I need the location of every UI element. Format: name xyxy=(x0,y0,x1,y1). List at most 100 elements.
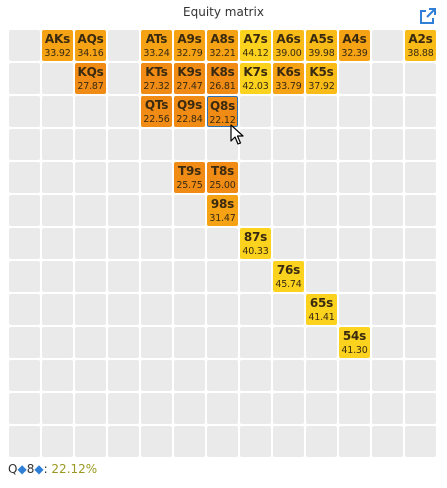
matrix-cell-empty[interactable] xyxy=(9,96,40,127)
matrix-cell-empty[interactable] xyxy=(339,129,370,160)
matrix-cell-empty[interactable] xyxy=(9,129,40,160)
matrix-cell-empty[interactable] xyxy=(174,327,205,358)
matrix-cell-q8s[interactable]: Q8s 22.12 xyxy=(207,96,238,127)
matrix-cell-empty[interactable] xyxy=(75,393,106,424)
matrix-cell-empty[interactable] xyxy=(339,162,370,193)
matrix-cell-empty[interactable] xyxy=(405,63,436,94)
matrix-cell-empty[interactable] xyxy=(306,360,337,391)
matrix-cell-empty[interactable] xyxy=(9,195,40,226)
matrix-cell-kqs[interactable]: KQs 27.87 xyxy=(75,63,106,94)
matrix-cell-a6s[interactable]: A6s 39.00 xyxy=(273,30,304,61)
matrix-cell-empty[interactable] xyxy=(9,162,40,193)
matrix-cell-empty[interactable] xyxy=(174,261,205,292)
matrix-cell-t8s[interactable]: T8s 25.00 xyxy=(207,162,238,193)
matrix-cell-k7s[interactable]: K7s 42.03 xyxy=(240,63,271,94)
matrix-cell-empty[interactable] xyxy=(240,327,271,358)
matrix-cell-empty[interactable] xyxy=(405,129,436,160)
matrix-cell-empty[interactable] xyxy=(141,360,172,391)
matrix-cell-empty[interactable] xyxy=(108,129,139,160)
matrix-cell-empty[interactable] xyxy=(141,195,172,226)
matrix-cell-empty[interactable] xyxy=(273,360,304,391)
matrix-cell-empty[interactable] xyxy=(9,228,40,259)
matrix-cell-empty[interactable] xyxy=(42,294,73,325)
matrix-cell-76s[interactable]: 76s 45.74 xyxy=(273,261,304,292)
matrix-cell-empty[interactable] xyxy=(240,261,271,292)
matrix-cell-empty[interactable] xyxy=(306,96,337,127)
matrix-cell-empty[interactable] xyxy=(42,261,73,292)
matrix-cell-empty[interactable] xyxy=(42,360,73,391)
matrix-cell-empty[interactable] xyxy=(42,426,73,457)
matrix-cell-empty[interactable] xyxy=(240,129,271,160)
matrix-cell-empty[interactable] xyxy=(372,228,403,259)
matrix-cell-empty[interactable] xyxy=(42,96,73,127)
matrix-cell-empty[interactable] xyxy=(339,294,370,325)
matrix-cell-empty[interactable] xyxy=(9,30,40,61)
matrix-cell-empty[interactable] xyxy=(141,327,172,358)
matrix-cell-empty[interactable] xyxy=(108,426,139,457)
matrix-cell-aks[interactable]: AKs 33.92 xyxy=(42,30,73,61)
matrix-cell-empty[interactable] xyxy=(273,96,304,127)
matrix-cell-empty[interactable] xyxy=(273,426,304,457)
matrix-cell-empty[interactable] xyxy=(174,393,205,424)
matrix-cell-98s[interactable]: 98s 31.47 xyxy=(207,195,238,226)
matrix-cell-ats[interactable]: ATs 33.24 xyxy=(141,30,172,61)
matrix-cell-empty[interactable] xyxy=(174,129,205,160)
matrix-cell-empty[interactable] xyxy=(339,63,370,94)
matrix-cell-empty[interactable] xyxy=(108,360,139,391)
matrix-cell-a7s[interactable]: A7s 44.12 xyxy=(240,30,271,61)
matrix-cell-empty[interactable] xyxy=(141,426,172,457)
matrix-cell-empty[interactable] xyxy=(207,294,238,325)
matrix-cell-empty[interactable] xyxy=(42,327,73,358)
matrix-cell-empty[interactable] xyxy=(372,129,403,160)
matrix-cell-empty[interactable] xyxy=(306,393,337,424)
matrix-cell-empty[interactable] xyxy=(174,195,205,226)
matrix-cell-empty[interactable] xyxy=(339,261,370,292)
matrix-cell-a2s[interactable]: A2s 38.88 xyxy=(405,30,436,61)
matrix-cell-empty[interactable] xyxy=(108,294,139,325)
matrix-cell-empty[interactable] xyxy=(108,63,139,94)
matrix-cell-empty[interactable] xyxy=(141,129,172,160)
matrix-cell-empty[interactable] xyxy=(372,426,403,457)
matrix-cell-empty[interactable] xyxy=(108,261,139,292)
matrix-cell-empty[interactable] xyxy=(405,228,436,259)
matrix-cell-65s[interactable]: 65s 41.41 xyxy=(306,294,337,325)
matrix-cell-empty[interactable] xyxy=(174,294,205,325)
matrix-cell-empty[interactable] xyxy=(207,426,238,457)
matrix-cell-empty[interactable] xyxy=(207,129,238,160)
matrix-cell-empty[interactable] xyxy=(306,228,337,259)
matrix-cell-empty[interactable] xyxy=(42,63,73,94)
matrix-cell-empty[interactable] xyxy=(174,426,205,457)
matrix-cell-empty[interactable] xyxy=(273,228,304,259)
matrix-cell-empty[interactable] xyxy=(306,327,337,358)
matrix-cell-empty[interactable] xyxy=(273,294,304,325)
matrix-cell-empty[interactable] xyxy=(372,327,403,358)
matrix-cell-empty[interactable] xyxy=(405,261,436,292)
matrix-cell-a9s[interactable]: A9s 32.79 xyxy=(174,30,205,61)
matrix-cell-empty[interactable] xyxy=(273,393,304,424)
matrix-cell-empty[interactable] xyxy=(306,129,337,160)
matrix-cell-empty[interactable] xyxy=(75,261,106,292)
matrix-cell-empty[interactable] xyxy=(273,327,304,358)
matrix-cell-empty[interactable] xyxy=(372,393,403,424)
matrix-cell-empty[interactable] xyxy=(207,261,238,292)
matrix-cell-empty[interactable] xyxy=(207,393,238,424)
matrix-cell-qts[interactable]: QTs 22.56 xyxy=(141,96,172,127)
matrix-cell-empty[interactable] xyxy=(405,393,436,424)
matrix-cell-empty[interactable] xyxy=(174,360,205,391)
matrix-cell-empty[interactable] xyxy=(306,261,337,292)
matrix-cell-empty[interactable] xyxy=(372,96,403,127)
matrix-cell-empty[interactable] xyxy=(306,426,337,457)
matrix-cell-k6s[interactable]: K6s 33.79 xyxy=(273,63,304,94)
matrix-cell-k8s[interactable]: K8s 26.81 xyxy=(207,63,238,94)
matrix-cell-aqs[interactable]: AQs 34.16 xyxy=(75,30,106,61)
matrix-cell-a8s[interactable]: A8s 32.21 xyxy=(207,30,238,61)
matrix-cell-empty[interactable] xyxy=(108,162,139,193)
matrix-cell-t9s[interactable]: T9s 25.75 xyxy=(174,162,205,193)
matrix-cell-87s[interactable]: 87s 40.33 xyxy=(240,228,271,259)
matrix-cell-empty[interactable] xyxy=(9,360,40,391)
matrix-cell-empty[interactable] xyxy=(9,63,40,94)
matrix-cell-empty[interactable] xyxy=(405,426,436,457)
matrix-cell-a5s[interactable]: A5s 39.98 xyxy=(306,30,337,61)
matrix-cell-empty[interactable] xyxy=(372,30,403,61)
matrix-cell-empty[interactable] xyxy=(42,162,73,193)
